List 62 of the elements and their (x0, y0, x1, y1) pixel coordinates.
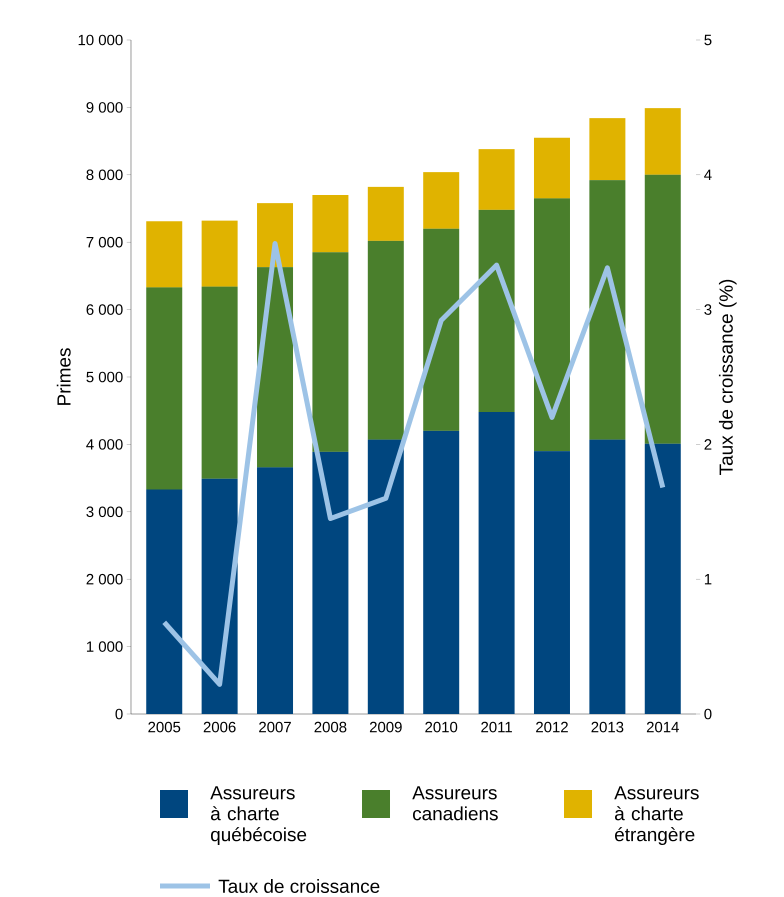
y-tick-label: 3 000 (86, 506, 123, 518)
y2-tick-label: 5 (704, 34, 712, 46)
x-tick-label: 2012 (536, 722, 568, 732)
y-tick-label: 4 000 (86, 439, 123, 450)
bar (644, 108, 681, 175)
y-tick-label: 2 000 (86, 574, 123, 584)
x-tick-label: 2010 (425, 722, 458, 732)
bar (146, 221, 182, 288)
legend-label: Assureurs à charte étrangère (614, 786, 699, 845)
bar (534, 198, 570, 452)
x-tick-label: 2005 (148, 722, 180, 732)
y-tick-label: 6 000 (86, 304, 123, 315)
bar (423, 228, 460, 431)
bar (312, 195, 348, 252)
bar (589, 118, 626, 180)
y-tick-label: 1 000 (86, 641, 123, 652)
y-tick-label: 10 000 (78, 34, 123, 46)
x-tick-label: 2006 (204, 722, 236, 732)
x-tick-label: 2011 (481, 722, 512, 732)
y2-tick-label: 2 (704, 439, 712, 450)
bar (534, 451, 570, 714)
y-tick-label: 5 000 (86, 372, 123, 382)
bar (478, 149, 515, 210)
bar (202, 286, 238, 479)
bar (146, 490, 182, 714)
bar (202, 478, 238, 714)
bar (589, 440, 626, 714)
bar (478, 210, 515, 412)
y2-axis-title: Taux de croissance (%) (718, 280, 737, 475)
bar (368, 186, 404, 241)
x-tick-label: 2009 (370, 722, 402, 732)
bar (423, 430, 460, 714)
bar (257, 467, 294, 714)
bar (534, 138, 570, 198)
y2-tick-label: 4 (704, 170, 712, 180)
bar (146, 287, 182, 490)
legend-label: Taux de croissance (218, 879, 380, 893)
y-tick-label: 0 (115, 708, 123, 720)
y-axis-title: Primes (56, 348, 71, 405)
y2-tick-label: 3 (704, 304, 712, 315)
legend-label: Assureurs à charte québécoise (210, 786, 306, 845)
bar (644, 444, 681, 714)
y-tick-label: 8 000 (86, 170, 123, 180)
x-tick-label: 2008 (314, 722, 346, 732)
bar (423, 172, 460, 229)
y2-tick-label: 0 (704, 708, 712, 720)
bar (478, 412, 515, 714)
x-tick-label: 2007 (259, 722, 291, 732)
legend-label: Assureurs canadiens (412, 786, 498, 820)
bar (312, 252, 348, 452)
x-tick-label: 2013 (592, 722, 624, 732)
bar (368, 440, 404, 714)
y2-tick-label: 1 (704, 574, 712, 584)
bar (589, 180, 626, 440)
y-tick-label: 7 000 (86, 236, 123, 248)
bar (644, 174, 681, 444)
bar (202, 220, 238, 287)
bar (368, 240, 404, 440)
bar (312, 452, 348, 714)
x-tick-label: 2014 (646, 722, 679, 732)
bar (257, 203, 294, 268)
y-tick-label: 9 000 (86, 102, 123, 113)
